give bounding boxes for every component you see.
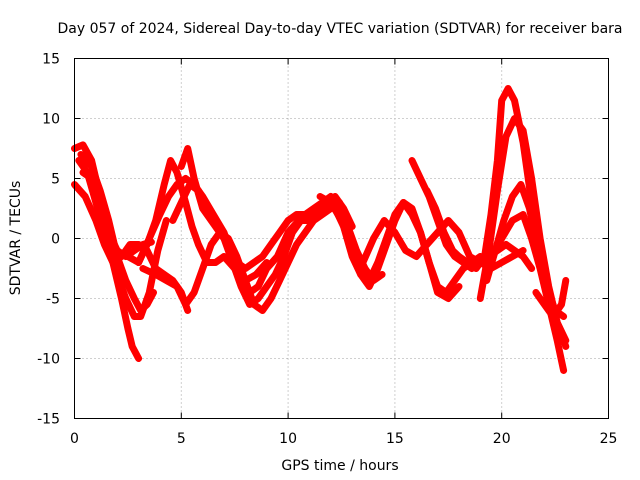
- x-tick-label: 5: [177, 431, 186, 447]
- x-tick-label: 25: [600, 431, 618, 447]
- tick-labels: 0 5 10 15 20 25 -15 -10 -5 0 5 10 15: [37, 52, 617, 448]
- x-tick-label: 15: [386, 431, 404, 447]
- series-track-10: [177, 145, 386, 284]
- y-tick-label: 0: [51, 232, 60, 248]
- x-tick-label: 0: [70, 431, 79, 447]
- x-tick-label: 10: [279, 431, 297, 447]
- y-tick-label: -10: [37, 352, 60, 368]
- series-track-18: [487, 211, 568, 374]
- y-tick-label: 10: [42, 112, 60, 128]
- chart-title: Day 057 of 2024, Sidereal Day-to-day VTE…: [57, 21, 622, 37]
- series-track-5: [79, 169, 170, 320]
- y-axis-label: SDTVAR / TECUs: [8, 181, 24, 296]
- series-track-19: [532, 277, 570, 320]
- y-tick-label: 15: [42, 52, 60, 68]
- y-tick-label: -15: [37, 412, 60, 428]
- x-axis-label: GPS time / hours: [281, 458, 398, 474]
- series-track-8: [139, 199, 343, 314]
- series-track-14: [408, 157, 536, 272]
- series-track-12: [331, 199, 463, 302]
- x-tick-label: 20: [493, 431, 511, 447]
- y-tick-label: -5: [46, 292, 60, 308]
- y-tick-label: 5: [51, 172, 60, 188]
- ticks: [74, 58, 609, 419]
- series-layer: [71, 85, 570, 374]
